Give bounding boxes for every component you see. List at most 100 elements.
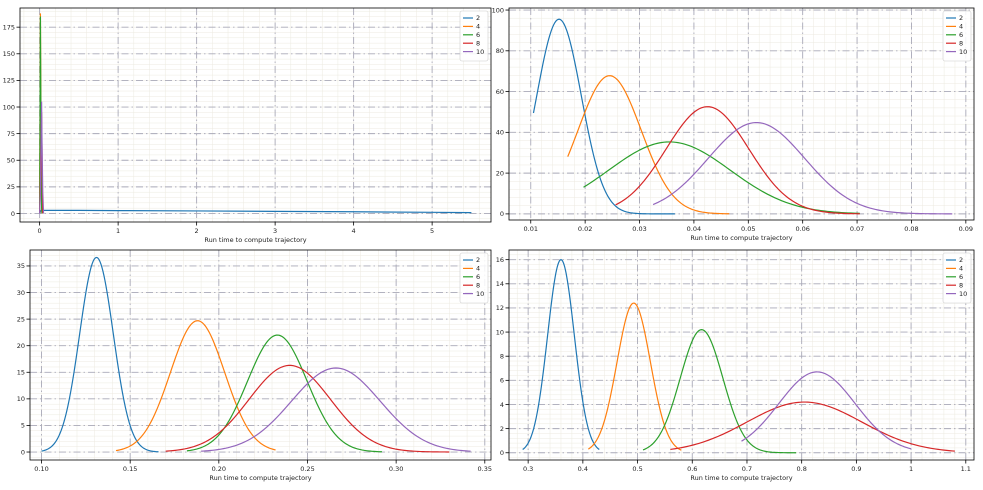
- subplot-2: 0.01 0.02 0.03 0.04 0.05 0.06 0.07 0.08 0.09 0 20 4…: [492, 6, 975, 242]
- legend-label-10: 10: [476, 48, 484, 56]
- x-tick-label: 0: [38, 227, 42, 235]
- legend-box: [459, 10, 489, 62]
- x-tick-label: 0.3: [523, 465, 533, 473]
- x-tick-label: 0.01: [524, 225, 538, 233]
- plot-area: [30, 250, 491, 460]
- series-line-2: [41, 256, 159, 453]
- y-tick-label: 0: [500, 449, 504, 457]
- legend-box: [942, 252, 972, 304]
- y-tick-label: 0: [21, 448, 25, 456]
- series-line-2: [532, 18, 675, 215]
- plot-area: [20, 8, 491, 222]
- axes-frame: [19, 7, 492, 223]
- axes-frame: [508, 7, 975, 221]
- x-tick-label: 0.02: [578, 225, 592, 233]
- y-tick-label: 15: [17, 369, 25, 377]
- y-tick-label: 50: [7, 157, 15, 165]
- x-tick-label: 0.05: [741, 225, 755, 233]
- plot-area: [509, 8, 974, 220]
- legend-box: [459, 252, 489, 304]
- x-axis-label: Run time to compute trajectory: [690, 234, 792, 242]
- legend-label-6: 6: [959, 273, 963, 281]
- series-group: [39, 13, 472, 214]
- legend-label-4: 4: [959, 23, 963, 31]
- y-tick-label: 4: [500, 401, 504, 409]
- series-group: [532, 18, 953, 215]
- y-tick-label: 100: [3, 103, 15, 111]
- series-line-2: [522, 259, 600, 450]
- series-line-6: [642, 329, 797, 454]
- series-line-8: [165, 364, 450, 453]
- y-tick-label: 150: [3, 50, 15, 58]
- series-line-8: [670, 401, 955, 452]
- y-tick-label: 75: [7, 130, 15, 138]
- x-tick-label: 0.25: [300, 465, 314, 473]
- y-tick-label: 25: [7, 183, 15, 191]
- x-tick-label: 5: [430, 227, 434, 235]
- legend-label-2: 2: [476, 256, 480, 264]
- subplot-4: 0.3 0.4 0.5 0.6 0.7 0.8 0.9 1 1.10246810121416Ru…: [496, 249, 975, 482]
- x-axis-label: Run time to compute trajectory: [204, 236, 306, 244]
- y-tick-label: 16: [496, 256, 504, 264]
- legend-label-8: 8: [959, 281, 963, 289]
- legend-label-2: 2: [959, 14, 963, 22]
- axes-frame: [29, 249, 492, 461]
- legend-label-10: 10: [959, 48, 967, 56]
- x-tick-label: 1.1: [961, 465, 971, 473]
- major-grid: [509, 8, 974, 220]
- y-tick-label: 10: [496, 328, 504, 336]
- series-line-10: [741, 371, 912, 450]
- y-tick-label: 125: [3, 77, 15, 85]
- x-tick-label: 0.04: [687, 225, 701, 233]
- x-tick-label: 0.5: [632, 465, 642, 473]
- legend-label-10: 10: [476, 290, 484, 298]
- legend-label-10: 10: [959, 290, 967, 298]
- x-tick-label: 0.7: [742, 465, 752, 473]
- y-tick-label: 30: [17, 289, 25, 297]
- x-tick-label: 0.03: [632, 225, 646, 233]
- x-tick-label: 0.20: [212, 465, 226, 473]
- y-tick-label: 60: [496, 88, 504, 96]
- legend-label-2: 2: [959, 256, 963, 264]
- x-tick-label: 0.30: [389, 465, 403, 473]
- x-tick-label: 0.35: [478, 465, 492, 473]
- x-tick-label: 0.06: [795, 225, 809, 233]
- y-tick-label: 8: [500, 353, 504, 361]
- y-tick-label: 40: [496, 129, 504, 137]
- series-group: [522, 259, 955, 454]
- x-tick-label: 1: [116, 227, 120, 235]
- y-tick-label: 25: [17, 315, 25, 323]
- subplot-3: 0.10 0.15 0.20 0.25 0.30 0.35 0 5 10 15 20 25 30 35 Ru…: [17, 249, 492, 482]
- series-line-4: [115, 320, 276, 452]
- y-tick-label: 20: [17, 342, 25, 350]
- x-tick-label: 4: [352, 227, 356, 235]
- major-grid: [509, 250, 974, 460]
- axes-frame: [508, 249, 975, 461]
- legend-label-6: 6: [476, 31, 480, 39]
- legend-label-4: 4: [959, 265, 963, 273]
- x-tick-label: 0.07: [850, 225, 864, 233]
- y-tick-label: 14: [496, 280, 504, 288]
- legend-label-4: 4: [476, 265, 480, 273]
- series-group: [41, 256, 471, 453]
- y-tick-label: 80: [496, 47, 504, 55]
- x-tick-label: 0.9: [851, 465, 861, 473]
- legend-label-8: 8: [476, 281, 480, 289]
- x-tick-label: 0.10: [34, 465, 48, 473]
- x-tick-label: 0.08: [904, 225, 918, 233]
- y-tick-label: 6: [500, 377, 504, 385]
- y-tick-label: 35: [17, 262, 25, 270]
- y-tick-label: 5: [21, 422, 25, 430]
- y-tick-label: 2: [500, 425, 504, 433]
- y-tick-label: 0: [500, 210, 504, 218]
- x-tick-label: 1: [909, 465, 913, 473]
- legend-label-8: 8: [476, 39, 480, 47]
- x-tick-label: 2: [195, 227, 199, 235]
- x-axis-label: Run time to compute trajectory: [209, 474, 311, 482]
- legend-label-4: 4: [476, 23, 480, 31]
- legend-label-8: 8: [959, 39, 963, 47]
